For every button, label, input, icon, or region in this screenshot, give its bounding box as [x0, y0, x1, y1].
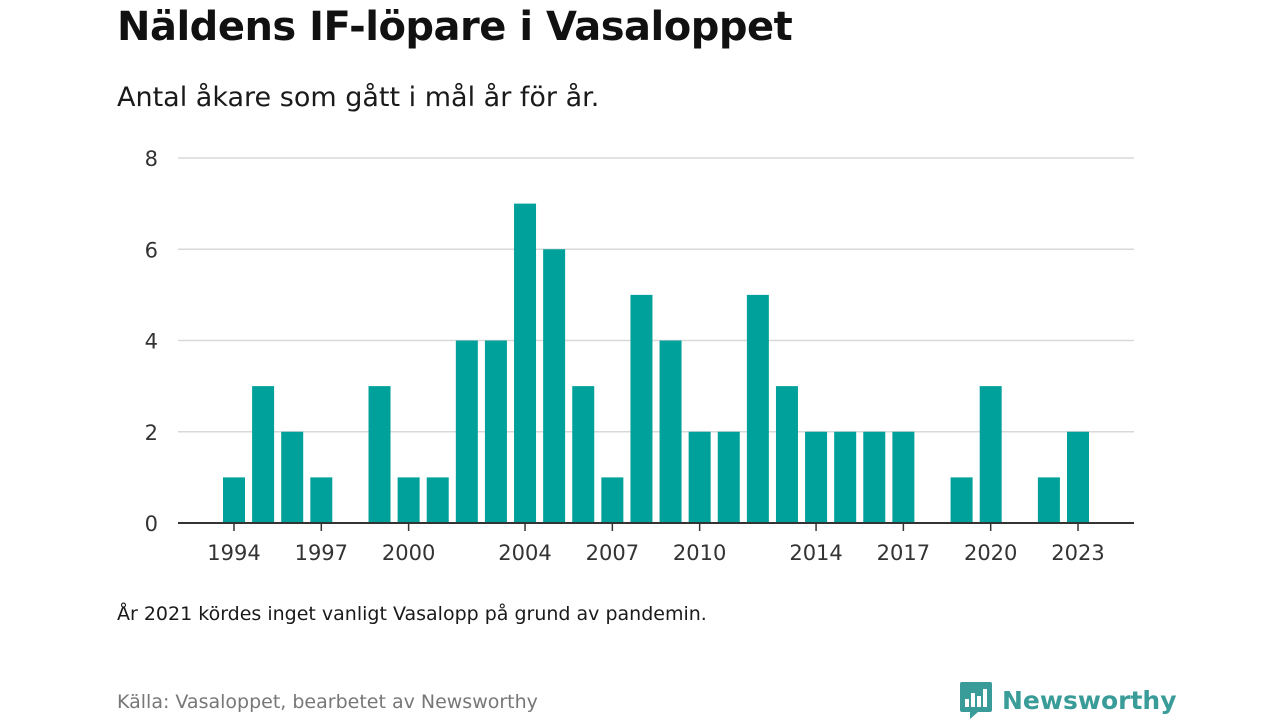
- x-tick-label: 2014: [789, 541, 842, 565]
- x-tick-label: 2010: [673, 541, 726, 565]
- chart-title: Näldens IF-löpare i Vasaloppet: [117, 4, 793, 50]
- bar-2003: [484, 340, 507, 523]
- x-tick-label: 2004: [498, 541, 551, 565]
- x-tick-label: 2017: [877, 541, 930, 565]
- bar-1997: [310, 477, 333, 523]
- bar-2015: [834, 431, 857, 523]
- y-tick-label: 8: [145, 147, 158, 171]
- bar-1999: [368, 386, 391, 523]
- bar-2004: [514, 203, 537, 523]
- bar-2017: [892, 431, 915, 523]
- x-tick-label: 2020: [964, 541, 1017, 565]
- bar-2009: [659, 340, 682, 523]
- y-tick-label: 2: [145, 421, 158, 445]
- x-tick-label: 1994: [207, 541, 260, 565]
- bar-chart: 0 2 4 6 8 1994 1997 2000 2004 2007 2010 2014 2017 202…: [145, 147, 1134, 565]
- newsworthy-logo-icon: [960, 682, 992, 719]
- bar-2013: [775, 386, 798, 523]
- x-tick-label: 2000: [382, 541, 435, 565]
- bar-2010: [688, 431, 711, 523]
- bar-2014: [805, 431, 828, 523]
- brand-name: Newsworthy: [1002, 685, 1177, 715]
- bar-2023: [1067, 431, 1089, 523]
- bar-2022: [1037, 477, 1060, 523]
- source-text: Källa: Vasaloppet, bearbetet av Newswort…: [117, 691, 538, 713]
- bar-2000: [397, 477, 420, 523]
- bar-2020: [979, 386, 1002, 523]
- chart-subtitle: Antal åkare som gått i mål år för år.: [117, 82, 600, 113]
- bar-2001: [426, 477, 449, 523]
- bar-2007: [601, 477, 624, 523]
- x-tick-label: 2007: [586, 541, 639, 565]
- bar-2005: [543, 249, 566, 523]
- bar-2012: [746, 294, 769, 523]
- bar-2019: [950, 477, 973, 523]
- bar-2006: [572, 386, 595, 523]
- bar-1994: [223, 477, 245, 523]
- x-tick-label: 1997: [295, 541, 348, 565]
- bar-2016: [863, 431, 886, 523]
- y-tick-label: 6: [145, 238, 158, 262]
- y-tick-label: 4: [145, 330, 158, 354]
- y-tick-label: 0: [145, 512, 158, 536]
- brand-logo[interactable]: Newsworthy: [958, 680, 1177, 720]
- bar-2002: [455, 340, 478, 523]
- x-tick-label: 2023: [1051, 541, 1104, 565]
- bar-2008: [630, 294, 653, 523]
- bar-1996: [281, 431, 304, 523]
- chart-note: År 2021 kördes inget vanligt Vasalopp på…: [117, 603, 707, 625]
- bar-1995: [252, 386, 275, 523]
- bar-2011: [717, 431, 740, 523]
